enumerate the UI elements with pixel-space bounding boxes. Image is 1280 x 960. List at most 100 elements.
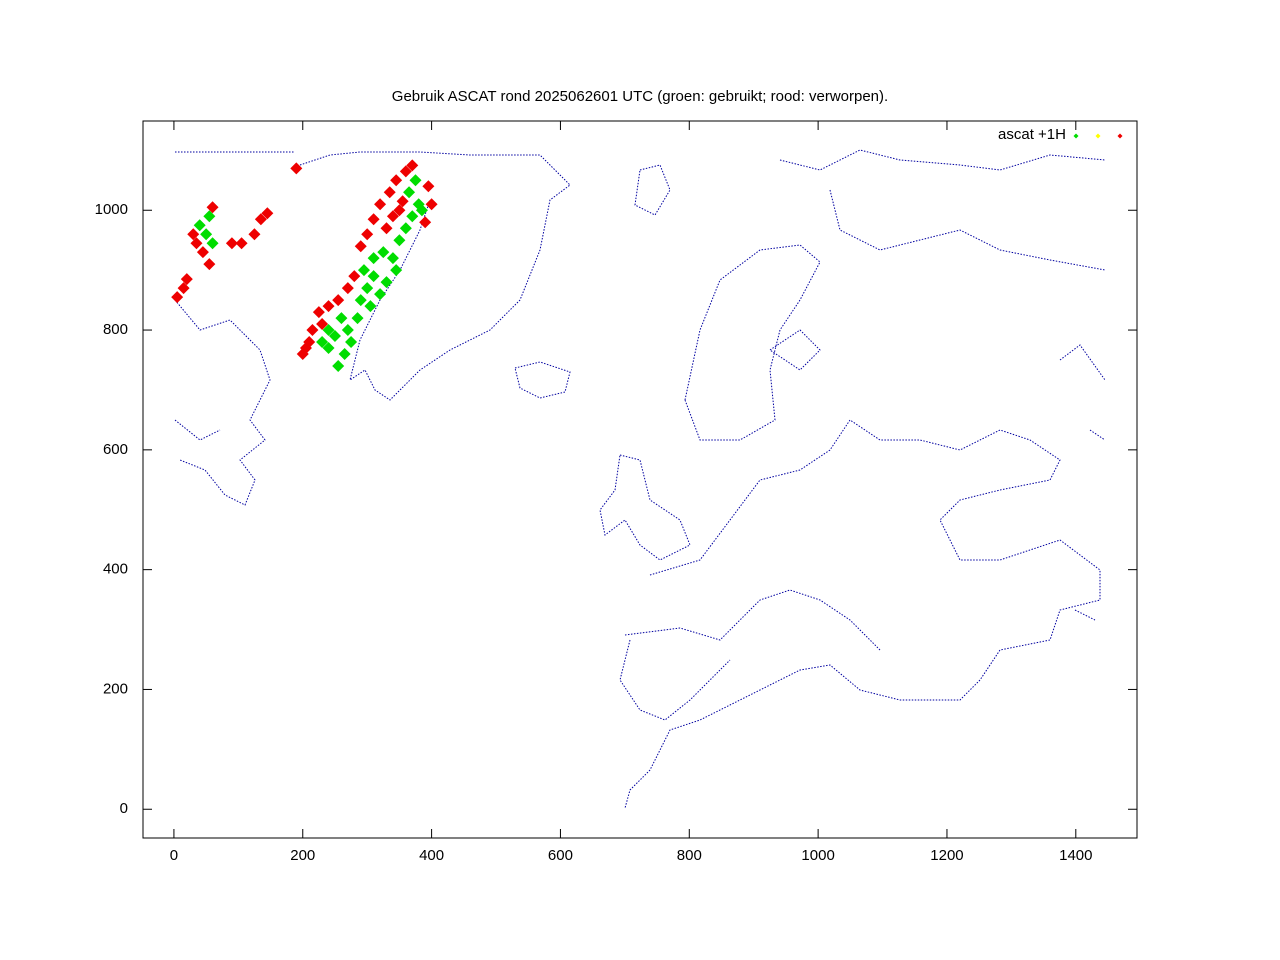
- data-point: [316, 336, 329, 349]
- data-point: [396, 195, 409, 208]
- plot-frame: [142, 120, 1138, 839]
- data-point: [338, 348, 351, 361]
- data-point: [383, 186, 396, 199]
- data-point: [345, 336, 358, 349]
- data-point: [374, 288, 387, 301]
- data-point: [419, 216, 432, 229]
- data-point: [341, 324, 354, 337]
- data-point: [425, 198, 438, 211]
- data-point: [322, 342, 335, 355]
- data-point: [377, 246, 390, 259]
- data-point: [361, 228, 374, 241]
- data-point: [364, 300, 377, 313]
- legend-label: ascat +1H: [998, 126, 1066, 143]
- data-point: [380, 276, 393, 289]
- data-point: [203, 258, 216, 271]
- data-point: [312, 306, 325, 319]
- data-point: [390, 174, 403, 187]
- data-point: [225, 237, 238, 250]
- legend-swatch: [1117, 133, 1123, 139]
- data-point: [361, 282, 374, 295]
- x-tick-label: 600: [548, 847, 573, 864]
- data-point: [367, 270, 380, 283]
- data-point: [248, 228, 261, 241]
- data-point: [415, 204, 428, 217]
- data-point: [261, 207, 274, 220]
- x-tick-label: 1000: [801, 847, 834, 864]
- data-point: [374, 198, 387, 211]
- y-tick-label: 1000: [95, 201, 128, 218]
- data-point: [393, 204, 406, 217]
- data-point: [332, 359, 345, 372]
- coastline: [624, 419, 1101, 809]
- data-point: [328, 330, 341, 343]
- data-point: [235, 237, 248, 250]
- data-point: [406, 159, 419, 172]
- coastlines: [174, 149, 1106, 809]
- legend-swatch: [1095, 133, 1101, 139]
- data-point: [393, 234, 406, 247]
- x-tick-label: 0: [170, 847, 178, 864]
- data-point: [390, 264, 403, 277]
- data-point: [386, 252, 399, 265]
- data-point: [306, 324, 319, 337]
- data-point: [354, 240, 367, 253]
- data-point: [406, 210, 419, 223]
- coastline: [175, 151, 571, 401]
- data-point: [190, 237, 203, 250]
- y-tick-label: 400: [103, 561, 128, 578]
- data-point: [367, 213, 380, 226]
- data-point: [322, 300, 335, 313]
- data-point: [399, 222, 412, 235]
- coastline: [599, 454, 691, 561]
- data-point: [254, 213, 267, 226]
- coastline: [174, 299, 271, 506]
- data-point: [322, 324, 335, 337]
- data-point: [341, 282, 354, 295]
- data-point: [200, 228, 213, 241]
- data-point: [422, 180, 435, 193]
- data-point: [351, 312, 364, 325]
- coastline: [514, 361, 571, 399]
- y-tick-label: 600: [103, 441, 128, 458]
- x-tick-label: 1400: [1059, 847, 1092, 864]
- coastline: [684, 244, 821, 441]
- data-point: [203, 210, 216, 223]
- x-tick-label: 400: [419, 847, 444, 864]
- coastline: [619, 589, 881, 721]
- data-point: [386, 210, 399, 223]
- data-point: [193, 219, 206, 232]
- data-point: [180, 273, 193, 286]
- y-tick-label: 800: [103, 321, 128, 338]
- x-tick-label: 200: [290, 847, 315, 864]
- data-point: [348, 270, 361, 283]
- data-point: [367, 252, 380, 265]
- y-tick-label: 200: [103, 680, 128, 697]
- data-point: [354, 294, 367, 307]
- data-point: [299, 342, 312, 355]
- data-point: [409, 174, 422, 187]
- data-point: [177, 282, 190, 295]
- data-point: [171, 291, 184, 304]
- data-point: [206, 201, 219, 214]
- data-point: [357, 264, 370, 277]
- data-point: [316, 318, 329, 331]
- x-tick-label: 800: [677, 847, 702, 864]
- x-tick-label: 1200: [930, 847, 963, 864]
- data-point: [290, 162, 303, 175]
- data-point: [196, 246, 209, 259]
- data-point: [187, 228, 200, 241]
- legend-swatch: [1073, 133, 1079, 139]
- chart-title: Gebruik ASCAT rond 2025062601 UTC (groen…: [392, 88, 888, 105]
- data-point: [380, 222, 393, 235]
- y-tick-label: 0: [120, 800, 128, 817]
- data-point: [335, 312, 348, 325]
- data-point: [399, 165, 412, 178]
- data-point: [403, 186, 416, 199]
- data-point: [332, 294, 345, 307]
- coastline: [779, 149, 1106, 271]
- coastline: [1059, 344, 1106, 621]
- data-point: [206, 237, 219, 250]
